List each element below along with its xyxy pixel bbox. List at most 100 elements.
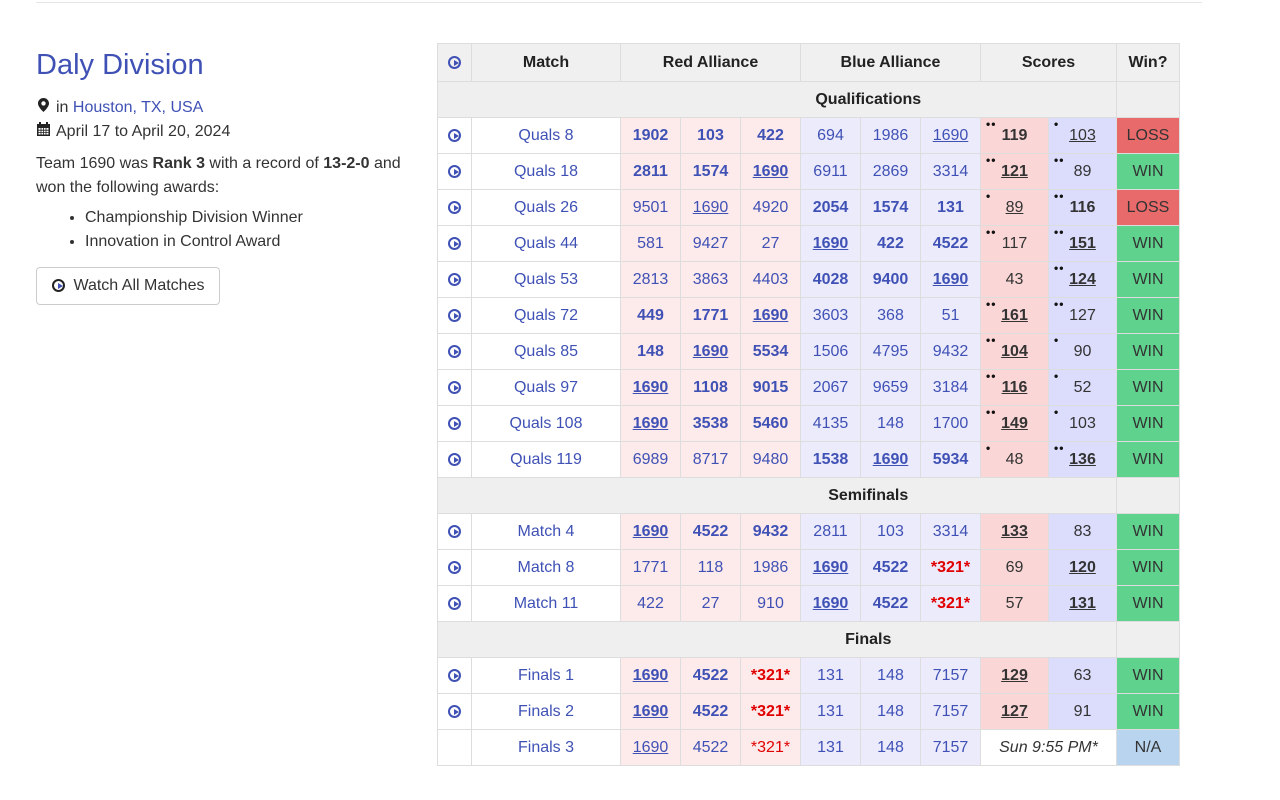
red-team-link[interactable]: 422: [620, 585, 681, 622]
red-team-link[interactable]: 1108: [680, 369, 741, 406]
watch-all-matches-button[interactable]: Watch All Matches: [36, 267, 221, 305]
video-cell[interactable]: [437, 153, 472, 190]
blue-team-link[interactable]: 4028: [800, 261, 861, 298]
blue-team-link[interactable]: 7157: [920, 729, 981, 766]
header-video[interactable]: [437, 43, 472, 82]
video-cell[interactable]: [437, 657, 472, 694]
red-team-link[interactable]: 1690: [620, 369, 681, 406]
blue-team-link[interactable]: 4795: [860, 333, 921, 370]
blue-team-link[interactable]: 1690: [800, 585, 861, 622]
match-link[interactable]: Finals 3: [471, 729, 621, 766]
red-team-link[interactable]: *321*: [740, 657, 801, 694]
play-icon[interactable]: [448, 704, 461, 718]
red-team-link[interactable]: 1690: [620, 405, 681, 442]
event-title[interactable]: Daly Division: [36, 49, 204, 81]
match-link[interactable]: Quals 97: [471, 369, 621, 406]
red-team-link[interactable]: 1902: [620, 117, 681, 154]
video-cell[interactable]: [437, 333, 472, 370]
play-icon[interactable]: [448, 596, 461, 610]
red-team-link[interactable]: 581: [620, 225, 681, 262]
play-icon[interactable]: [448, 416, 461, 430]
video-cell[interactable]: [437, 225, 472, 262]
video-cell[interactable]: [437, 189, 472, 226]
red-team-link[interactable]: 1574: [680, 153, 741, 190]
red-team-link[interactable]: 5534: [740, 333, 801, 370]
blue-team-link[interactable]: 2811: [800, 513, 861, 550]
red-team-link[interactable]: 3538: [680, 405, 741, 442]
red-team-link[interactable]: 9427: [680, 225, 741, 262]
match-link[interactable]: Quals 18: [471, 153, 621, 190]
blue-team-link[interactable]: 9400: [860, 261, 921, 298]
blue-team-link[interactable]: 51: [920, 297, 981, 334]
blue-team-link[interactable]: 3314: [920, 513, 981, 550]
red-team-link[interactable]: 422: [740, 117, 801, 154]
blue-team-link[interactable]: 5934: [920, 441, 981, 478]
blue-team-link[interactable]: 148: [860, 657, 921, 694]
video-cell[interactable]: [437, 117, 472, 154]
match-link[interactable]: Finals 2: [471, 693, 621, 730]
play-icon[interactable]: [448, 344, 461, 358]
red-team-link[interactable]: 3863: [680, 261, 741, 298]
red-team-link[interactable]: 1690: [680, 333, 741, 370]
play-icon[interactable]: [448, 164, 461, 178]
video-cell[interactable]: [437, 693, 472, 730]
red-team-link[interactable]: 118: [680, 549, 741, 586]
blue-team-link[interactable]: 131: [800, 693, 861, 730]
play-icon[interactable]: [448, 128, 461, 142]
video-cell[interactable]: [437, 513, 472, 550]
blue-team-link[interactable]: 4522: [920, 225, 981, 262]
blue-team-link[interactable]: 1690: [800, 225, 861, 262]
match-link[interactable]: Quals 72: [471, 297, 621, 334]
red-team-link[interactable]: 4403: [740, 261, 801, 298]
blue-team-link[interactable]: 1690: [920, 117, 981, 154]
red-team-link[interactable]: 148: [620, 333, 681, 370]
red-team-link[interactable]: 4920: [740, 189, 801, 226]
blue-team-link[interactable]: 9432: [920, 333, 981, 370]
blue-team-link[interactable]: 1690: [920, 261, 981, 298]
match-link[interactable]: Quals 119: [471, 441, 621, 478]
blue-team-link[interactable]: *321*: [920, 585, 981, 622]
video-cell[interactable]: [437, 261, 472, 298]
red-team-link[interactable]: 1690: [620, 693, 681, 730]
red-team-link[interactable]: 1771: [620, 549, 681, 586]
red-team-link[interactable]: 1690: [620, 729, 681, 766]
red-team-link[interactable]: 9432: [740, 513, 801, 550]
match-link[interactable]: Quals 26: [471, 189, 621, 226]
blue-team-link[interactable]: 1690: [800, 549, 861, 586]
red-team-link[interactable]: 449: [620, 297, 681, 334]
red-team-link[interactable]: 4522: [680, 513, 741, 550]
match-link[interactable]: Finals 1: [471, 657, 621, 694]
red-team-link[interactable]: 1986: [740, 549, 801, 586]
blue-team-link[interactable]: 694: [800, 117, 861, 154]
match-link[interactable]: Quals 53: [471, 261, 621, 298]
blue-team-link[interactable]: 4522: [860, 585, 921, 622]
blue-team-link[interactable]: 4522: [860, 549, 921, 586]
red-team-link[interactable]: 1690: [740, 297, 801, 334]
blue-team-link[interactable]: 131: [800, 729, 861, 766]
blue-team-link[interactable]: 1574: [860, 189, 921, 226]
play-icon[interactable]: [448, 524, 461, 538]
red-team-link[interactable]: 8717: [680, 441, 741, 478]
red-team-link[interactable]: 9015: [740, 369, 801, 406]
red-team-link[interactable]: 1690: [620, 657, 681, 694]
red-team-link[interactable]: *321*: [740, 729, 801, 766]
blue-team-link[interactable]: 131: [920, 189, 981, 226]
blue-team-link[interactable]: 148: [860, 693, 921, 730]
blue-team-link[interactable]: 3314: [920, 153, 981, 190]
blue-team-link[interactable]: 2869: [860, 153, 921, 190]
red-team-link[interactable]: 4522: [680, 729, 741, 766]
blue-team-link[interactable]: 103: [860, 513, 921, 550]
match-link[interactable]: Quals 44: [471, 225, 621, 262]
red-team-link[interactable]: 2811: [620, 153, 681, 190]
red-team-link[interactable]: 6989: [620, 441, 681, 478]
video-cell[interactable]: [437, 369, 472, 406]
play-icon[interactable]: [448, 560, 461, 574]
red-team-link[interactable]: *321*: [740, 693, 801, 730]
blue-team-link[interactable]: 3603: [800, 297, 861, 334]
blue-team-link[interactable]: 2067: [800, 369, 861, 406]
play-icon[interactable]: [448, 200, 461, 214]
red-team-link[interactable]: 910: [740, 585, 801, 622]
red-team-link[interactable]: 4522: [680, 693, 741, 730]
match-link[interactable]: Quals 108: [471, 405, 621, 442]
play-icon[interactable]: [448, 380, 461, 394]
